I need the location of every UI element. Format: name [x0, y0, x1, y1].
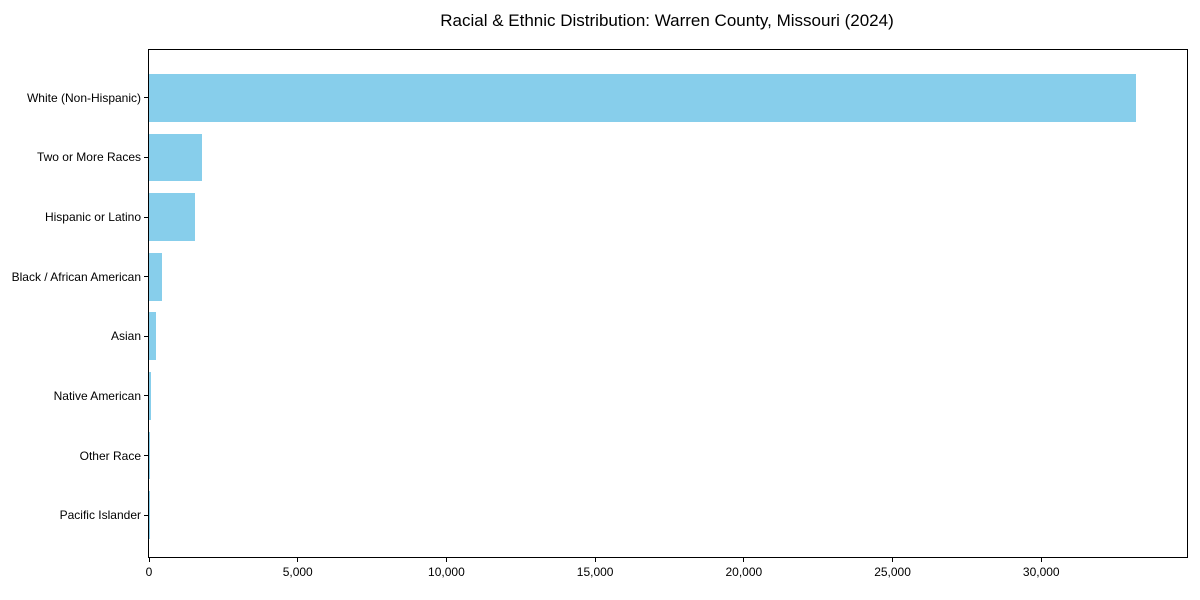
- y-tick-mark: [144, 156, 148, 158]
- x-tick-mark: [743, 558, 745, 562]
- bar: [149, 312, 156, 361]
- x-axis-tick-label: 5,000: [282, 565, 313, 579]
- y-axis-label: Black / African American: [11, 269, 141, 284]
- y-axis-label: Other Race: [79, 448, 141, 463]
- y-axis-label: White (Non-Hispanic): [26, 90, 141, 105]
- plot-area: White (Non-Hispanic) Two or More Races His…: [12, 49, 1188, 579]
- x-axis-tick-label: 20,000: [725, 565, 763, 579]
- x-tick-mark: [297, 558, 299, 562]
- bar: [149, 133, 202, 182]
- y-tick-mark: [144, 276, 148, 278]
- y-tick-mark: [144, 216, 148, 218]
- x-tick-mark: [892, 558, 894, 562]
- x-axis-tick-label: 15,000: [576, 565, 614, 579]
- x-axis-tick-label: 30,000: [1022, 565, 1060, 579]
- bar: [149, 73, 1137, 122]
- x-axis-tick-label: 0: [145, 565, 153, 579]
- y-tick-mark: [144, 335, 148, 337]
- y-axis-label: Hispanic or Latino: [44, 210, 141, 225]
- bar: [149, 372, 151, 420]
- y-tick-mark: [144, 514, 148, 516]
- x-tick-mark: [148, 558, 150, 562]
- x-axis-tick-label: 25,000: [874, 565, 911, 579]
- chart-title: Racial & Ethnic Distribution: Warren Cou…: [440, 11, 894, 30]
- bar: [149, 431, 150, 480]
- x-tick-mark: [445, 558, 447, 562]
- x-axis-tick-label: 10,000: [428, 565, 465, 579]
- y-tick-mark: [144, 395, 148, 397]
- y-axis-label: Two or More Races: [36, 150, 141, 165]
- bar: [149, 193, 196, 241]
- y-axis-label: Native American: [53, 388, 141, 403]
- y-axis-label: Pacific Islander: [59, 508, 141, 523]
- bar: [149, 252, 163, 301]
- y-axis-label: Asian: [110, 329, 141, 344]
- y-tick-mark: [144, 455, 148, 457]
- x-tick-mark: [1040, 558, 1042, 562]
- y-tick-mark: [144, 97, 148, 99]
- x-tick-mark: [594, 558, 596, 562]
